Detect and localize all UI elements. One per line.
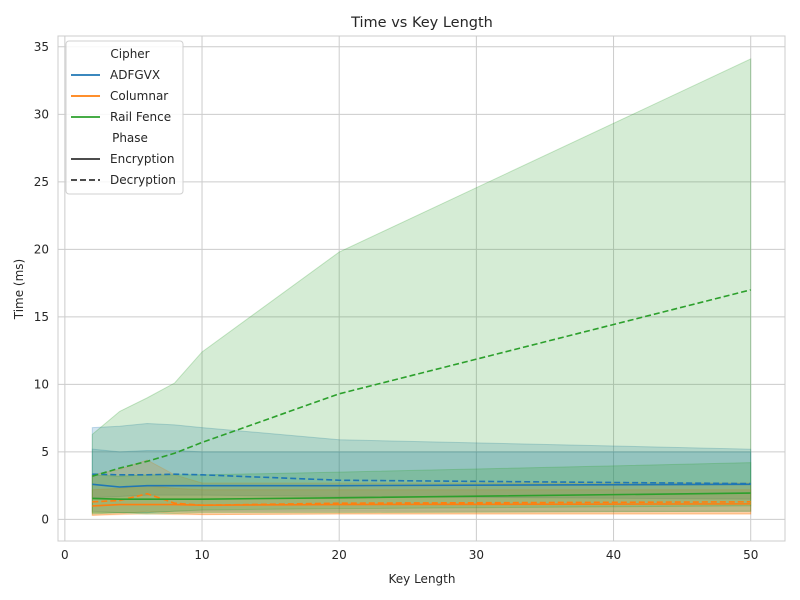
confidence-bands <box>91 58 752 516</box>
y-tick-label: 20 <box>34 242 49 256</box>
y-tick-label: 25 <box>34 175 49 189</box>
y-tick-label: 10 <box>34 377 49 391</box>
ci-band-rail-fence-decryption <box>91 58 752 515</box>
series-line-columnar-decryption <box>92 492 751 507</box>
y-tick-label: 0 <box>41 512 49 526</box>
series-lines <box>92 289 751 507</box>
y-tick-label: 35 <box>34 40 49 54</box>
series-line-adfgvx-encryption <box>92 483 751 488</box>
legend-title-phase: Phase <box>112 131 148 145</box>
ci-band-columnar-decryption <box>91 459 752 516</box>
series-line-columnar-encryption <box>92 503 751 507</box>
ci-band-adfgvx-decryption <box>91 448 752 500</box>
x-tick-label: 50 <box>743 548 758 562</box>
chart-title: Time vs Key Length <box>350 15 493 31</box>
series-line-rail-fence-decryption <box>92 289 751 477</box>
y-tick-label: 30 <box>34 107 49 121</box>
x-tick-label: 30 <box>469 548 484 562</box>
y-tick-labels: 0 5 10 15 20 25 30 35 <box>34 40 49 527</box>
ci-band-columnar-encryption <box>91 485 752 516</box>
x-tick-label: 20 <box>332 548 347 562</box>
x-tick-label: 0 <box>61 548 69 562</box>
legend: Cipher ADFGVX Columnar Rail Fence Phase Encry… <box>65 40 184 195</box>
series-line-adfgvx-decryption <box>92 473 751 485</box>
y-tick-label: 15 <box>34 310 49 324</box>
legend-label-columnar: Columnar <box>110 89 168 103</box>
y-tick-label: 5 <box>41 445 49 459</box>
legend-label-encryption: Encryption <box>110 152 174 166</box>
legend-label-decryption: Decryption <box>110 173 176 187</box>
legend-items: Cipher ADFGVX Columnar Rail Fence Phase Encry… <box>71 47 176 187</box>
x-tick-label: 10 <box>194 548 209 562</box>
x-tick-labels: 0 10 20 30 40 50 <box>61 548 758 562</box>
y-axis-label: Time (ms) <box>12 259 26 321</box>
plot-frame <box>57 35 786 542</box>
x-tick-label: 40 <box>606 548 621 562</box>
legend-title-cipher: Cipher <box>110 47 149 61</box>
series-line-rail-fence-encryption <box>92 492 751 500</box>
legend-label-rail-fence: Rail Fence <box>110 110 171 124</box>
x-axis-label: Key Length <box>389 572 456 586</box>
legend-box <box>65 40 184 195</box>
legend-label-adfgvx: ADFGVX <box>110 68 160 82</box>
ci-band-adfgvx-encryption <box>91 423 752 514</box>
